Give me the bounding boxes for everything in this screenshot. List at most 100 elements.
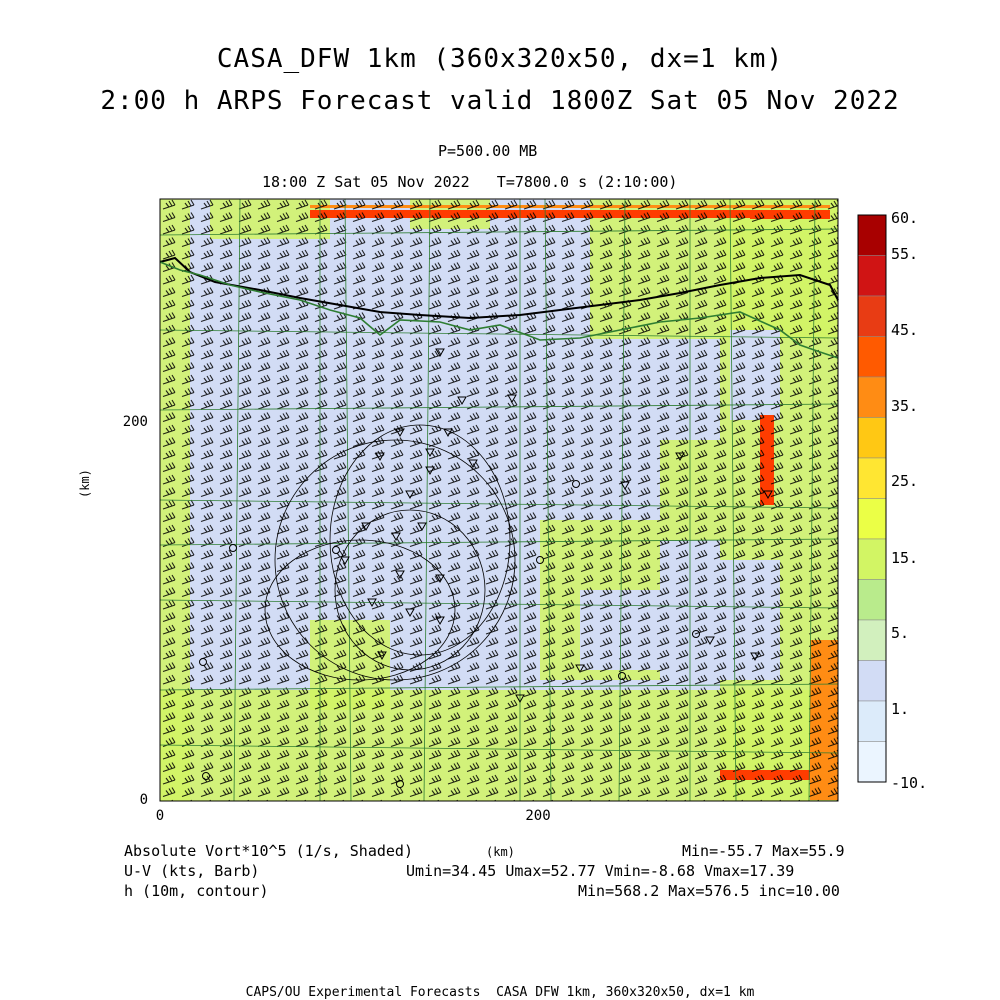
- station-triangle-3: [395, 428, 405, 438]
- station-triangle-26: [515, 694, 525, 704]
- colorbar-frame: [857, 214, 887, 783]
- county-line-v-5: [544, 198, 552, 802]
- colorbar-swatch-10: [857, 619, 887, 661]
- county-line-h-2: [159, 403, 839, 411]
- colorbar-swatch-12: [857, 700, 887, 742]
- colorbar-swatch-11: [857, 660, 887, 702]
- colorbar-label-2: 45.: [891, 321, 919, 339]
- x-tick-0: 0: [155, 808, 165, 824]
- legend-field1: Absolute Vort*10^5 (1/s, Shaded): [124, 842, 413, 860]
- y-tick-0: 0: [139, 792, 148, 808]
- colorbar: [857, 214, 887, 783]
- colorbar-label-1: 55.: [891, 245, 919, 263]
- height-contours: [264, 424, 516, 681]
- station-triangle-10: [361, 522, 371, 532]
- station-triangle-24: [750, 652, 760, 662]
- colorbar-label-5: 15.: [891, 549, 919, 567]
- legend-field2-stats: Umin=34.45 Umax=52.77 Vmin=-8.68 Vmax=17…: [406, 862, 795, 880]
- county-line-v-9: [808, 198, 816, 802]
- colorbar-swatch-13: [857, 741, 887, 783]
- state-border: [159, 261, 839, 359]
- y-tick-200: 200: [122, 414, 148, 430]
- colorbar-swatch-1: [857, 255, 887, 297]
- station-triangle-17: [405, 608, 415, 618]
- footer-credit: CAPS/OU Experimental Forecasts CASA DFW …: [245, 985, 755, 1000]
- valid-time: 18:00 Z Sat 05 Nov 2022 T=7800.0 s (2:10…: [262, 173, 678, 191]
- station-triangle-13: [340, 556, 350, 566]
- colorbar-swatch-9: [857, 579, 887, 621]
- colorbar-label-3: 35.: [891, 397, 919, 415]
- county-line-h-7: [159, 744, 839, 754]
- station-circle-4: [618, 672, 626, 680]
- station-triangle-16: [367, 598, 377, 608]
- height-contour-0: [329, 424, 511, 656]
- county-line-v-2: [344, 198, 352, 802]
- station-circle-6: [332, 546, 340, 554]
- station-triangle-18: [435, 616, 445, 626]
- station-circle-8: [396, 780, 404, 788]
- station-triangle-15: [435, 574, 445, 584]
- plot-title-line1: CASA_DFW 1km (360x320x50, dx=1 km): [216, 44, 784, 74]
- pressure-level: P=500.00 MB: [438, 142, 538, 160]
- station-triangle-14: [395, 570, 405, 580]
- station-triangle-23: [705, 636, 715, 646]
- colorbar-swatch-5: [857, 417, 887, 459]
- station-triangle-1: [457, 396, 467, 406]
- station-circle-5: [692, 630, 700, 638]
- colorbar-swatch-8: [857, 538, 887, 580]
- colorbar-label-7: 1.: [891, 700, 910, 718]
- station-triangle-0: [435, 348, 445, 358]
- station-triangle-9: [425, 466, 435, 476]
- colorbar-swatch-7: [857, 498, 887, 540]
- county-line-v-6: [618, 198, 626, 802]
- county-line-h-5: [159, 599, 839, 609]
- station-markers: [199, 348, 773, 788]
- colorbar-swatch-6: [857, 457, 887, 499]
- legend-field1-stats: Min=-55.7 Max=55.9: [682, 842, 845, 860]
- y-axis-label: (km): [78, 469, 92, 498]
- county-line-h-0: [159, 228, 839, 236]
- county-line-v-0: [233, 198, 241, 802]
- legend-field3-stats: Min=568.2 Max=576.5 inc=10.00: [578, 882, 840, 900]
- colorbar-label-6: 5.: [891, 624, 910, 642]
- station-circle-0: [229, 544, 237, 552]
- station-triangle-8: [405, 490, 415, 500]
- colorbar-swatch-0: [857, 214, 887, 256]
- station-triangle-2: [507, 394, 517, 404]
- station-triangle-22: [675, 452, 685, 462]
- county-boundaries: [159, 198, 839, 802]
- colorbar-label-4: 25.: [891, 472, 919, 490]
- station-triangle-11: [391, 532, 401, 542]
- colorbar-label-8: -10.: [891, 774, 928, 792]
- x-axis-label: (km): [486, 845, 515, 859]
- station-triangle-7: [375, 452, 385, 462]
- county-line-h-6: [159, 683, 839, 691]
- county-line-v-3: [423, 198, 431, 802]
- colorbar-swatch-2: [857, 295, 887, 337]
- x-tick-200: 200: [525, 808, 551, 824]
- station-triangle-12: [417, 522, 427, 532]
- colorbar-swatch-4: [857, 376, 887, 418]
- height-contour-3: [264, 539, 456, 681]
- county-line-h-1: [159, 329, 839, 339]
- station-circle-2: [572, 480, 580, 488]
- colorbar-label-0: 60.: [891, 209, 919, 227]
- height-contour-1: [274, 439, 516, 681]
- legend-field2: U-V (kts, Barb): [124, 862, 260, 880]
- county-line-v-8: [729, 198, 737, 802]
- station-triangle-25: [763, 490, 773, 500]
- station-triangle-4: [425, 448, 435, 458]
- map-frame: [159, 198, 839, 802]
- plot-title-line2: 2:00 h ARPS Forecast valid 1800Z Sat 05 …: [100, 86, 900, 116]
- county-line-h-4: [159, 538, 839, 546]
- colorbar-swatch-3: [857, 336, 887, 378]
- legend-field3: h (10m, contour): [124, 882, 269, 900]
- station-triangle-5: [443, 428, 453, 438]
- station-triangle-21: [620, 481, 630, 491]
- station-triangle-19: [377, 651, 387, 661]
- county-line-h-3: [159, 499, 839, 509]
- station-triangle-6: [468, 459, 478, 469]
- station-triangle-20: [575, 664, 585, 674]
- station-circle-3: [536, 556, 544, 564]
